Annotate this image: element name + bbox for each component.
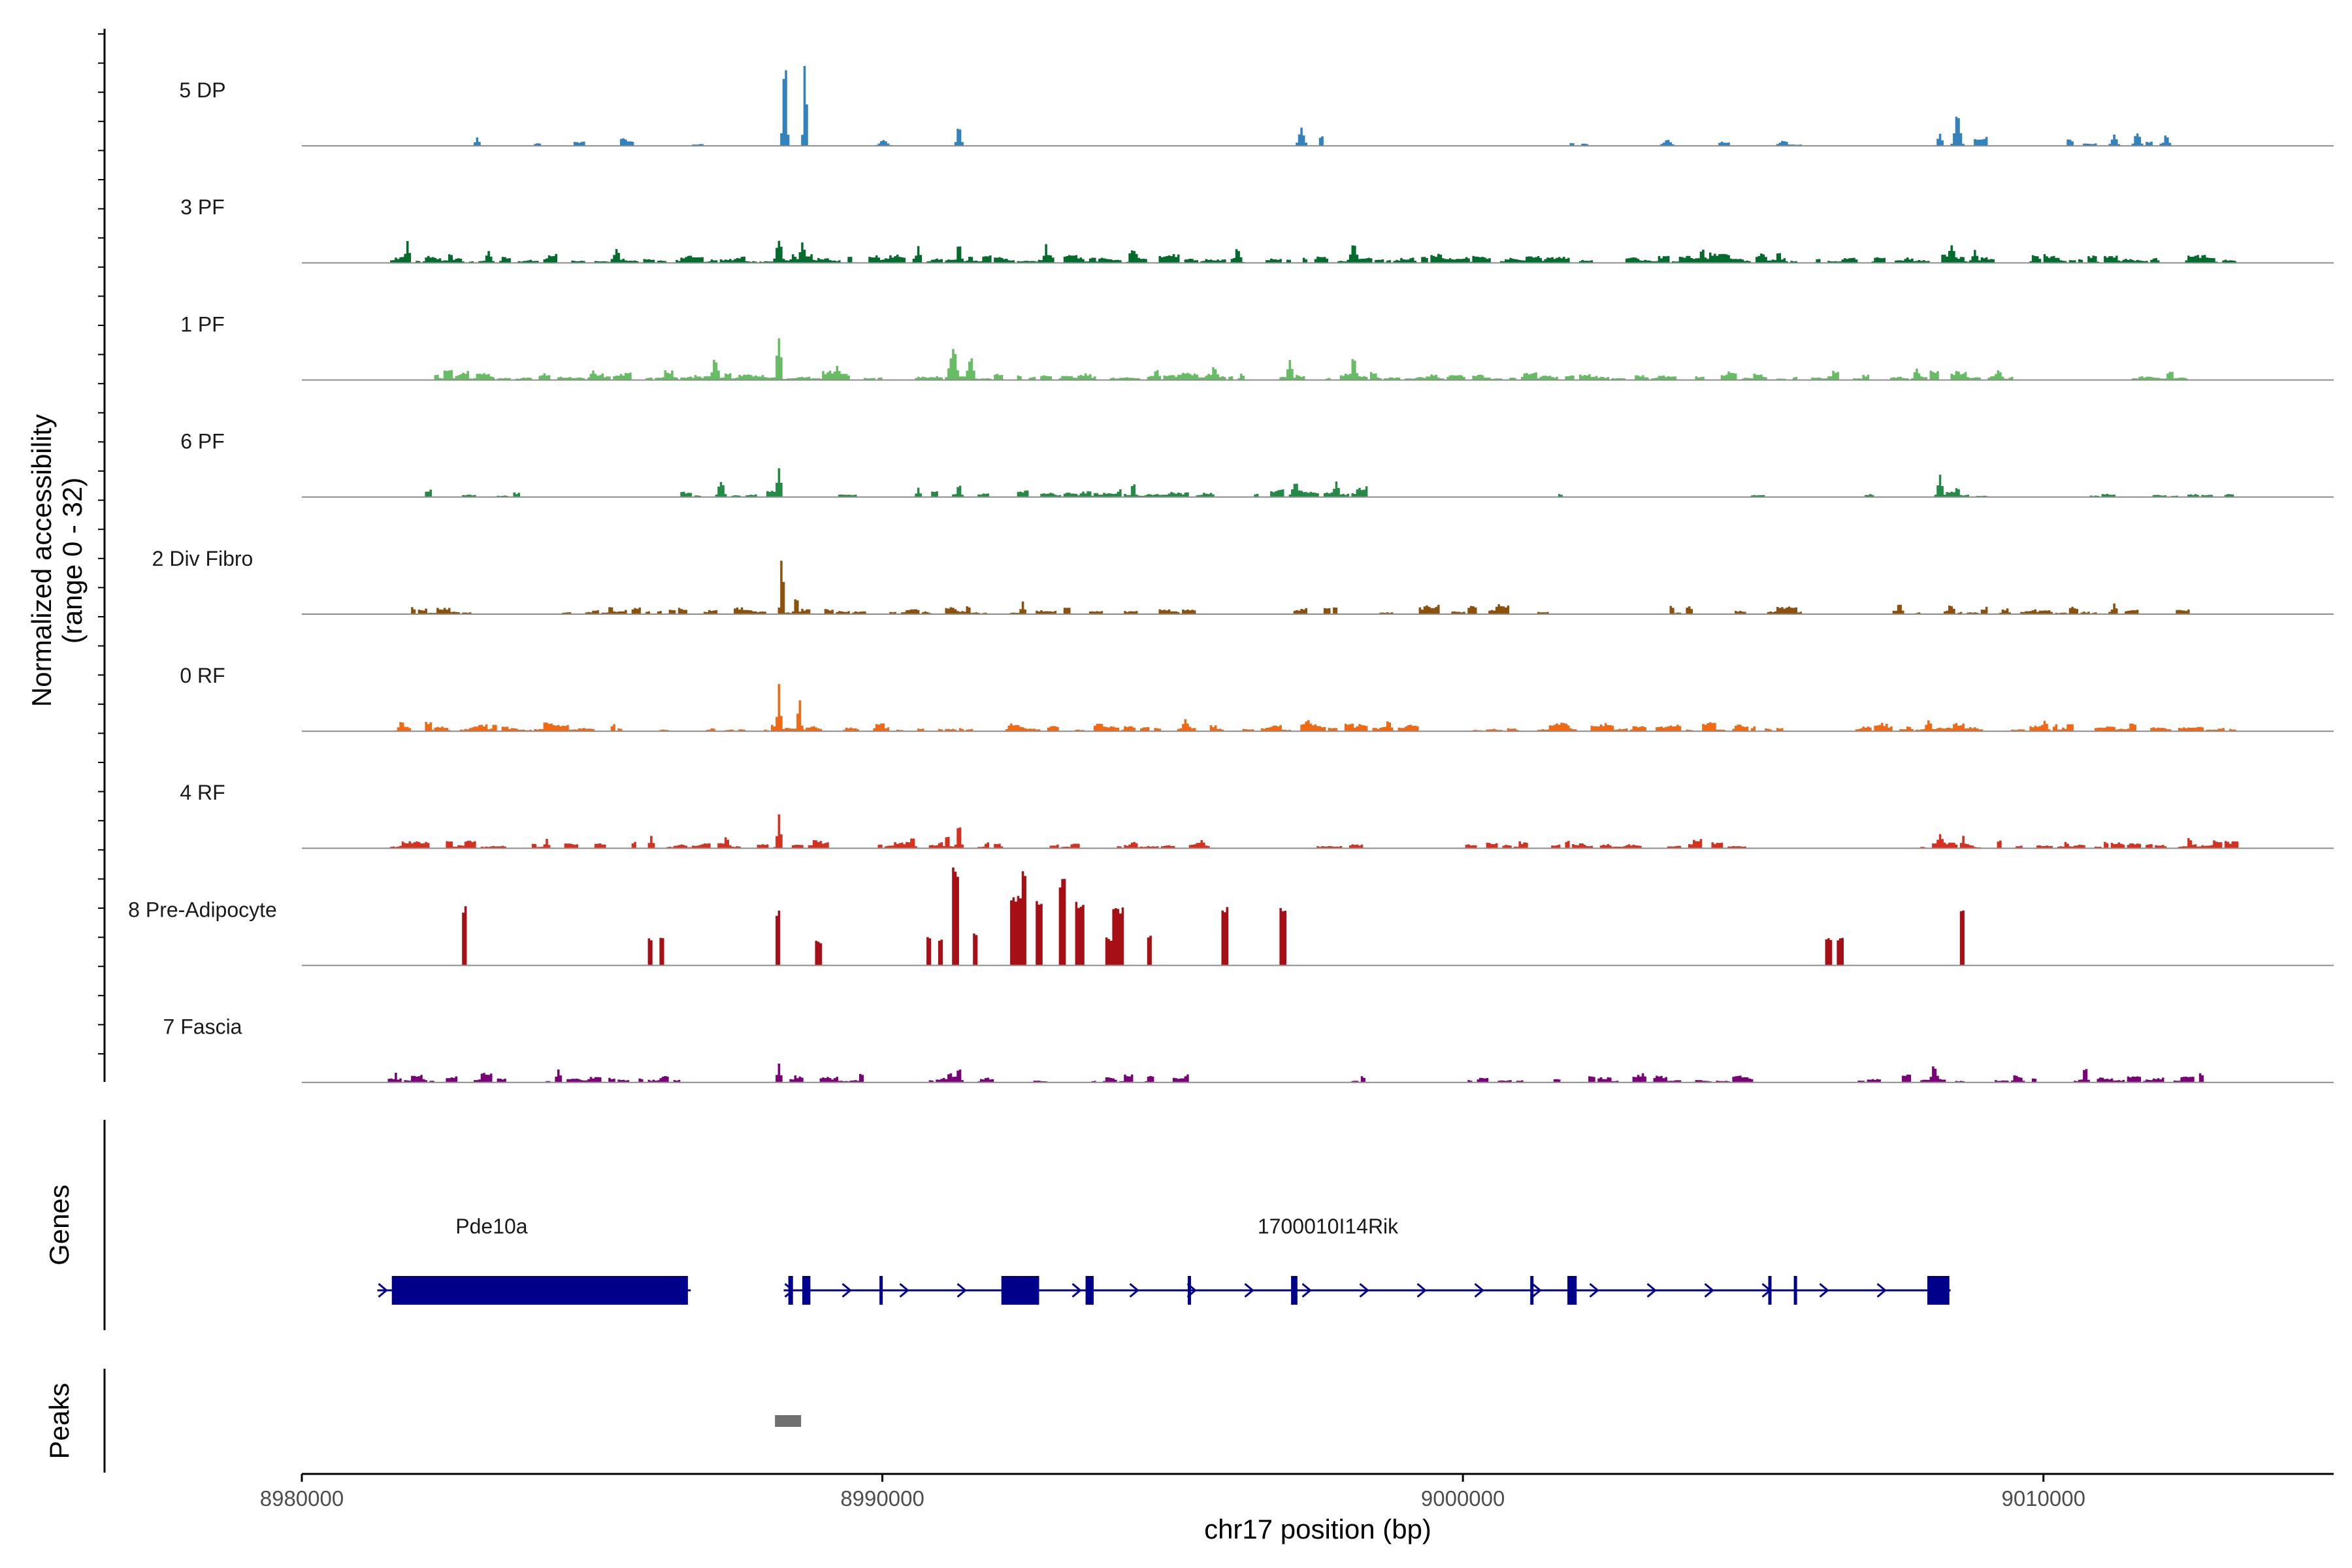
- genes-layer: Pde10a 1700010I14Rik: [377, 1215, 1951, 1305]
- track-4-rf: 4 RF: [180, 781, 2334, 849]
- strand-arrow: [899, 1282, 909, 1298]
- gene-pde10a: Pde10a: [377, 1215, 691, 1305]
- track-label: 5 DP: [179, 78, 225, 102]
- strand-arrow: [1876, 1282, 1887, 1298]
- coverage-y-axis: [98, 29, 106, 1082]
- peaks-panel: Peaks: [44, 1369, 802, 1473]
- coverage-area: [302, 683, 2334, 732]
- y-axis-title-line2: (range 0 - 32): [57, 478, 88, 644]
- track-label: 2 Div Fibro: [152, 547, 253, 570]
- strand-arrow: [1474, 1282, 1484, 1298]
- strand-arrow: [378, 1282, 388, 1298]
- strand-arrow: [1646, 1282, 1657, 1298]
- genes-panel: Genes Pde10a 1700010I14Rik: [44, 1120, 1951, 1330]
- track-label: 4 RF: [180, 781, 225, 804]
- y-axis-title-line1: Normalized accessibility: [26, 414, 57, 707]
- tracks-layer: 5 DP 3 PF 1 PF 6 PF 2 Div Fibro 0 RF 4 RF 8 Pre…: [128, 66, 2334, 1083]
- strand-arrow: [1071, 1282, 1082, 1298]
- track-label: 6 PF: [180, 430, 225, 453]
- strand-arrow: [1416, 1282, 1427, 1298]
- genes-panel-label: Genes: [44, 1184, 74, 1266]
- strand-arrow: [1589, 1282, 1599, 1298]
- gene-exon: [1927, 1276, 1950, 1305]
- gene-exon: [1187, 1276, 1191, 1305]
- gene-label: 1700010I14Rik: [1258, 1215, 1399, 1238]
- track-label: 8 Pre-Adipocyte: [128, 898, 277, 921]
- gene-exon: [879, 1276, 883, 1305]
- peak-region: [775, 1415, 802, 1427]
- gene-exon: [1793, 1276, 1797, 1305]
- strand-arrow: [1531, 1282, 1542, 1298]
- strand-arrow: [956, 1282, 967, 1298]
- coverage-area: [302, 814, 2334, 849]
- track-5-dp: 5 DP: [179, 66, 2334, 147]
- gene-exon: [1567, 1276, 1577, 1305]
- x-tick-label: 8990000: [840, 1486, 924, 1511]
- strand-arrow: [1359, 1282, 1369, 1298]
- gene-exon: [1085, 1276, 1094, 1305]
- x-tick-label: 9000000: [1421, 1486, 1505, 1511]
- strand-arrow: [1819, 1282, 1829, 1298]
- gene-exon: [1291, 1276, 1298, 1305]
- gene-1700010i14rik: 1700010I14Rik: [783, 1215, 1951, 1305]
- gene-exon: [1001, 1276, 1039, 1305]
- track-2-div-fibro: 2 Div Fibro: [152, 547, 2334, 615]
- gene-label: Pde10a: [455, 1215, 528, 1238]
- track-label: 3 PF: [180, 195, 225, 219]
- strand-arrow: [841, 1282, 852, 1298]
- gene-exon: [802, 1276, 811, 1305]
- track-0-rf: 0 RF: [180, 664, 2334, 732]
- coverage-area: [302, 867, 2334, 966]
- track-7-fascia: 7 Fascia: [163, 1015, 2334, 1083]
- gene-exon: [391, 1276, 688, 1305]
- gene-exon: [1530, 1276, 1534, 1305]
- coverage-area: [302, 66, 2334, 146]
- coverage-area: [302, 1064, 2334, 1083]
- coverage-area: [302, 561, 2334, 614]
- strand-arrow: [1129, 1282, 1139, 1298]
- x-axis: 8980000 8990000 9000000 9010000: [260, 1473, 2334, 1511]
- strand-arrow: [1301, 1282, 1312, 1298]
- track-8-pre-adipocyte: 8 Pre-Adipocyte: [128, 867, 2334, 966]
- strand-arrow: [1704, 1282, 1714, 1298]
- coverage-area: [302, 468, 2334, 497]
- coverage-area: [302, 240, 2334, 263]
- track-1-pf: 1 PF: [180, 312, 2334, 381]
- x-axis-title: chr17 position (bp): [1204, 1514, 1431, 1544]
- x-tick-label: 8980000: [260, 1486, 344, 1511]
- track-3-pf: 3 PF: [180, 195, 2334, 264]
- track-label: 1 PF: [180, 312, 225, 336]
- x-tick-label: 9010000: [2001, 1486, 2085, 1511]
- y-axis-title: Normalized accessibility (range 0 - 32): [26, 414, 88, 707]
- track-label: 0 RF: [180, 664, 225, 687]
- track-label: 7 Fascia: [163, 1015, 242, 1039]
- strand-arrow: [1244, 1282, 1254, 1298]
- gene-exon: [788, 1276, 793, 1305]
- track-6-pf: 6 PF: [180, 430, 2334, 498]
- peaks-layer: [775, 1415, 802, 1427]
- coverage-area: [302, 338, 2334, 380]
- peaks-panel-label: Peaks: [44, 1383, 74, 1460]
- gene-exon: [1768, 1276, 1772, 1305]
